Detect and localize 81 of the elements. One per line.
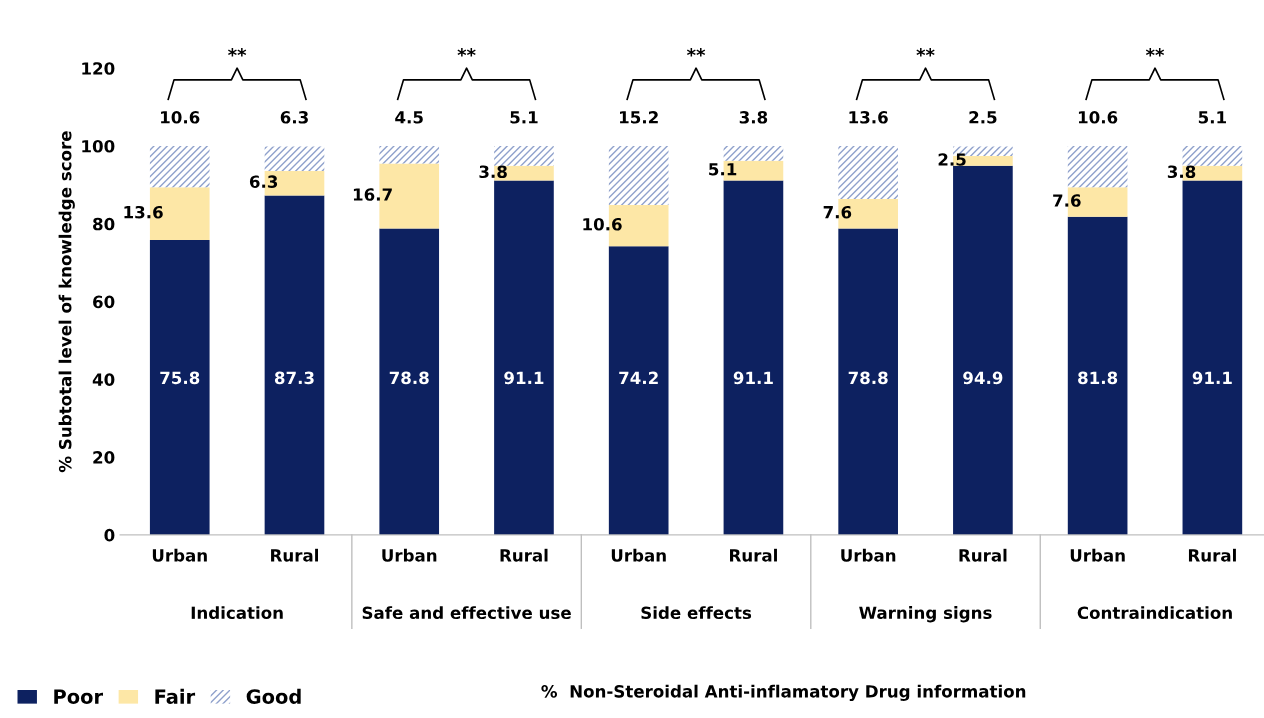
bar	[838, 145, 898, 199]
bar	[494, 145, 554, 166]
data-label: 94.9	[963, 371, 1003, 385]
x-tick-label: Urban	[611, 548, 666, 562]
bar	[608, 145, 669, 206]
x-tick-label: Rural	[1188, 548, 1236, 562]
text: Side effects	[641, 606, 752, 620]
bar	[1182, 145, 1243, 166]
data-label: 7.6	[823, 205, 852, 219]
bar	[264, 146, 325, 171]
data-label: 3.8	[739, 111, 768, 124]
data-label: 78.8	[389, 371, 429, 385]
x-tick-label: Rural	[730, 548, 777, 562]
data-label: 10.6	[583, 217, 622, 231]
bar	[379, 228, 440, 535]
text: Contraindication	[1077, 606, 1232, 620]
y-tick-label: 0	[104, 528, 115, 542]
data-label: 16.7	[353, 188, 392, 201]
data-label: 78.8	[848, 371, 888, 385]
y-axis-title: % Subtotal level of knowledge score	[58, 131, 75, 473]
data-label: 3.8	[1167, 165, 1196, 179]
data-label: 10.6	[1078, 111, 1118, 124]
data-label: 5.1	[1198, 111, 1226, 124]
bar	[1067, 145, 1128, 188]
data-label: 10.6	[161, 111, 200, 124]
y-tick-label: 60	[93, 295, 115, 309]
bar	[379, 145, 440, 164]
y-tick-label: 120	[82, 62, 115, 75]
data-label: 6.3	[280, 111, 308, 124]
bar	[264, 195, 325, 535]
x-tick-label: Urban	[382, 548, 437, 562]
x-tick-label: Urban	[152, 548, 207, 562]
bar	[494, 180, 554, 535]
data-label: 75.8	[160, 371, 200, 385]
x-tick-label: Rural	[959, 548, 1007, 562]
bar	[608, 246, 669, 535]
data-label: 7.6	[1053, 194, 1081, 207]
data-label: 2.5	[938, 153, 966, 166]
data-label: 15.2	[620, 111, 658, 124]
text: **	[686, 48, 706, 57]
data-label: 3.8	[479, 165, 507, 179]
y-tick-label: 40	[92, 373, 115, 386]
legend-label: Fair	[155, 688, 196, 704]
data-label: 91.1	[504, 371, 544, 385]
bar	[149, 240, 210, 535]
bar	[953, 165, 1013, 535]
text: **	[1145, 48, 1165, 57]
x-tick-label: Rural	[500, 548, 548, 562]
y-tick-label: 20	[93, 451, 115, 464]
x-tick-label: Rural	[271, 548, 319, 562]
data-label: 91.1	[733, 371, 773, 385]
text: Safe and effective use	[362, 606, 571, 620]
y-tick-label: 100	[82, 139, 115, 153]
text: Warning signs	[859, 606, 992, 623]
text: **	[457, 48, 476, 57]
data-label: 5.1	[510, 111, 538, 124]
data-label: 13.6	[124, 205, 163, 219]
data-label: 81.8	[1078, 371, 1118, 385]
data-label: 6.3	[249, 175, 278, 188]
bar	[838, 228, 898, 535]
bar	[1182, 180, 1243, 535]
legend-label: Poor	[54, 689, 103, 704]
text: % Non-Steroidal Anti-inflamatory Drug information	[541, 684, 1026, 701]
y-tick-label: 80	[93, 217, 115, 231]
data-label: 74.2	[619, 371, 658, 384]
text: **	[228, 48, 247, 57]
data-label: 4.5	[395, 111, 423, 124]
bar	[149, 145, 210, 188]
bar	[723, 145, 784, 161]
text: Indication	[191, 606, 283, 620]
text: **	[916, 48, 935, 57]
bar	[1067, 216, 1128, 535]
bar	[723, 180, 784, 535]
x-tick-label: Urban	[1070, 548, 1125, 562]
data-label: 91.1	[1192, 371, 1232, 385]
data-label: 5.1	[709, 163, 737, 176]
x-tick-label: Urban	[841, 548, 896, 562]
data-label: 87.3	[274, 371, 314, 385]
data-label: 2.5	[969, 111, 997, 124]
legend-label: Good	[246, 688, 301, 704]
data-label: 13.6	[849, 111, 888, 124]
